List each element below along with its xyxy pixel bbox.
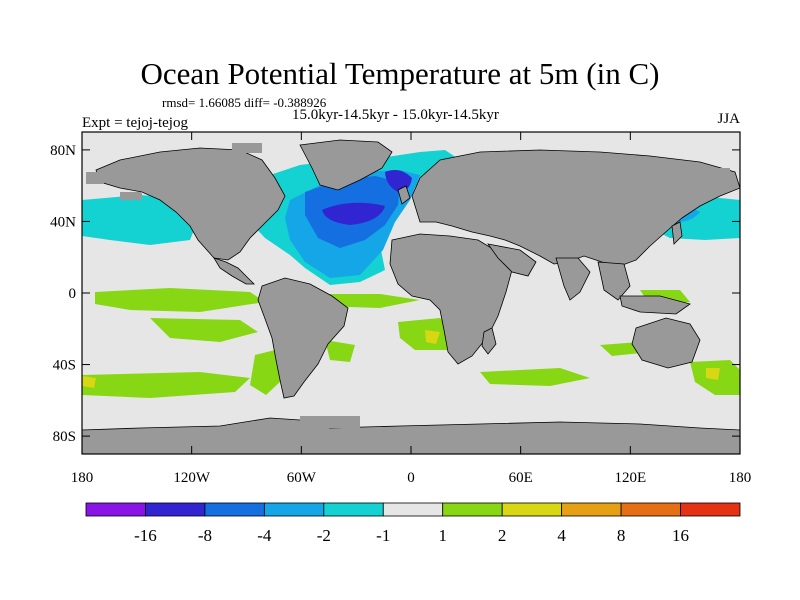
ice-block xyxy=(232,143,262,153)
land-japan xyxy=(671,221,683,245)
chart-title: Ocean Potential Temperature at 5m (in C) xyxy=(140,56,660,91)
colorbar: -16 -8 -4 -2 -1 1 2 4 8 16 xyxy=(85,502,741,545)
ice-block xyxy=(690,168,730,182)
anomaly-patch xyxy=(480,368,590,386)
stats-line: rmsd= 1.66085 diff= -0.388926 xyxy=(162,95,327,110)
colorbar-swatch xyxy=(85,502,146,517)
colorbar-swatch xyxy=(323,502,384,517)
colorbar-label: -16 xyxy=(134,526,157,545)
x-tick-label: 60E xyxy=(509,470,533,486)
anomaly-patch xyxy=(325,340,355,362)
colorbar-swatch xyxy=(263,502,325,517)
experiment-label: Expt = tejoj-tejog xyxy=(82,115,188,131)
season-label: JJA xyxy=(717,111,740,127)
land-central-america xyxy=(213,257,255,285)
colorbar-label: -2 xyxy=(317,526,331,545)
y-tick-label: 80N xyxy=(50,143,76,159)
anomaly-patch xyxy=(82,376,96,388)
land-madagascar xyxy=(481,327,497,355)
anomaly-patch xyxy=(322,202,385,225)
land-north-america xyxy=(95,147,286,261)
colorbar-swatch xyxy=(204,502,265,517)
colorbar-swatch xyxy=(620,502,681,517)
colorbar-swatch xyxy=(382,502,444,517)
ice-block xyxy=(86,172,104,184)
land-indonesia xyxy=(619,295,691,315)
colorbar-swatch xyxy=(442,502,503,517)
anomaly-patch xyxy=(425,330,440,344)
colorbar-swatch xyxy=(145,502,206,517)
colorbar-swatch xyxy=(501,502,563,517)
axes: 180 120W 60W 0 60E 120E 180 80N 40N 0 40S 80S xyxy=(50,132,751,486)
anomaly-patch xyxy=(150,318,258,342)
colorbar-label: -1 xyxy=(376,526,390,545)
anomaly-patch xyxy=(250,350,282,395)
colorbar-label: 8 xyxy=(617,526,626,545)
anomaly-patch xyxy=(706,368,720,380)
land-south-america xyxy=(257,277,349,399)
land-africa xyxy=(389,233,513,365)
colorbar-label: -8 xyxy=(198,526,212,545)
colorbar-label: 16 xyxy=(672,526,689,545)
x-tick-label: 120E xyxy=(614,470,646,486)
land-uk xyxy=(397,185,411,205)
land-antarctica xyxy=(82,417,740,454)
colorbar-label: 4 xyxy=(557,526,566,545)
land xyxy=(82,139,740,454)
anomaly-patch xyxy=(82,372,250,398)
y-tick-label: 40S xyxy=(53,358,76,374)
ice-block xyxy=(300,416,360,428)
y-tick-label: 0 xyxy=(69,286,77,302)
anomaly-patch xyxy=(95,288,265,312)
x-tick-label: 60W xyxy=(287,470,317,486)
colorbar-label: -4 xyxy=(257,526,272,545)
land-greenland xyxy=(299,139,393,191)
land-india xyxy=(555,257,591,301)
x-tick-label: 0 xyxy=(407,470,415,486)
colorbar-label: 2 xyxy=(498,526,507,545)
x-tick-label: 180 xyxy=(71,470,94,486)
y-tick-label: 80S xyxy=(53,429,76,445)
colorbar-swatch xyxy=(561,502,622,517)
x-tick-label: 120W xyxy=(173,470,211,486)
x-tick-label: 180 xyxy=(729,470,752,486)
period-label: 15.0kyr-14.5kyr - 15.0kyr-14.5kyr xyxy=(292,107,499,123)
colorbar-label: 1 xyxy=(438,526,447,545)
land-australia xyxy=(631,317,701,369)
y-tick-label: 40N xyxy=(50,214,76,230)
land-eurasia xyxy=(411,149,740,267)
land-se-asia xyxy=(597,261,631,301)
ice-block xyxy=(120,192,142,200)
colorbar-swatch xyxy=(680,502,741,517)
land-arabia xyxy=(487,243,537,277)
anomaly-field xyxy=(82,150,740,398)
